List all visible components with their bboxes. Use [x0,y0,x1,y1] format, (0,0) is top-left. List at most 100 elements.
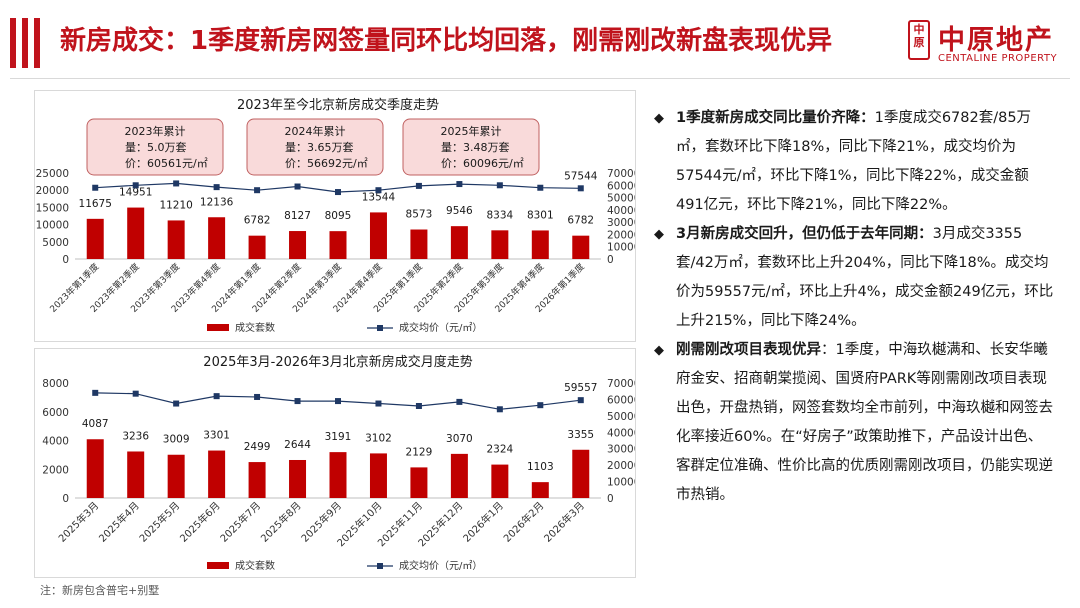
annotation-box [402,118,540,176]
bar [289,459,307,498]
bar-data-label: 2499 [244,441,271,453]
footnote: 注：新房包含普宅+别墅 [40,584,160,597]
price-point [254,393,261,400]
price-point [132,182,139,189]
bar [86,439,104,498]
bar-data-label: 12136 [200,196,234,208]
y-axis-right-tick-label: 70000 [607,168,635,180]
price-data-label: 59557 [564,382,597,394]
price-point [173,180,180,187]
bullet-heading: 刚需刚改项目表现优异 [676,342,821,358]
commentary: ◆ 1季度新房成交同比量价齐降：1季度成交6782套/85万㎡，套数环比下降18%… [654,104,1054,510]
bullet-text: 1季度成交6782套/85万㎡，套数环比下降18%，同比下降21%，成交均价为5… [676,110,1032,213]
annotation-volume: 量：3.48万套 [441,141,510,154]
price-point [335,398,341,405]
y-axis-left-tick-label: 4000 [42,436,69,448]
legend-label: 成交均价（元/㎡） [399,559,482,572]
annotation-box [246,118,384,176]
price-point [132,390,139,397]
x-axis-tick-label: 2025年9月 [298,499,344,545]
bullet-text: ：1季度，中海玖樾满和、长安华曦府金安、招商朝棠揽阅、国贤府PARK等刚需刚改项… [676,342,1053,503]
bar-data-label: 3009 [163,434,190,446]
bar [289,231,307,259]
bar-data-label: 8573 [406,209,433,221]
bar-data-label: 3355 [567,429,594,441]
y-axis-right-tick-label: 30000 [607,444,635,456]
price-point [92,389,99,396]
legend-label: 成交均价（元/㎡） [399,321,482,334]
diamond-bullet-icon: ◆ [654,227,664,242]
legend-bar-swatch [207,324,229,331]
legend-line-marker [377,563,383,569]
price-point [213,393,220,400]
bar [329,231,347,259]
header-divider [10,78,1070,79]
bar [491,464,509,498]
bar-data-label: 8127 [284,210,311,222]
annotation-title: 2024年累计 [285,124,346,138]
y-axis-left-tick-label: 0 [62,493,69,505]
y-axis-right-tick-label: 0 [607,254,614,266]
bar-data-label: 2324 [486,444,513,456]
bar-data-label: 4087 [82,418,109,430]
x-axis-tick-label: 2026年1月 [460,499,506,545]
price-point [537,402,544,409]
annotation-title: 2025年累计 [441,124,502,138]
diamond-bullet-icon: ◆ [654,111,664,126]
page-title: 新房成交：1季度新房网签量同环比均回落，刚需刚改新盘表现优异 [60,26,833,56]
legend-bar-swatch [207,562,229,569]
chart-panel-quarterly: 2023年至今北京新房成交季度走势 0 5000 10000 15000 20000 250… [34,90,640,342]
price-point [294,183,301,190]
y-axis-right-tick-label: 40000 [607,205,635,217]
annotation-volume: 量：5.0万套 [125,141,187,154]
price-point [375,400,382,407]
y-axis-left-tick-label: 8000 [42,378,69,390]
chart-panel-monthly: 2025年3月-2026年3月北京新房成交月度走势 0 2000 4000 6000 80… [34,348,640,578]
price-point [294,398,301,405]
bar-data-label: 3191 [325,431,352,443]
y-axis-left-tick-label: 2000 [42,464,69,476]
chart-title: 2023年至今北京新房成交季度走势 [237,97,439,113]
bar-data-label: 2644 [284,439,311,451]
price-point [496,182,503,189]
bar [450,226,468,259]
price-point [213,184,220,191]
bar-data-label: 8301 [527,209,554,221]
x-axis-tick-label: 2025年4月 [96,499,142,545]
logo-text-en: CENTALINE PROPERTY [938,53,1058,64]
annotation-volume: 量：3.65万套 [285,141,354,154]
y-axis-right-tick-label: 20000 [607,229,635,241]
annotation-title: 2023年累计 [125,124,186,138]
bar-data-label: 13544 [362,191,396,203]
bar-data-label: 14951 [119,187,152,199]
bullet-heading: 3月新房成交回升，但仍低于去年同期： [676,226,933,242]
bar [369,453,387,498]
x-axis-tick-label: 2025年6月 [177,499,223,545]
price-point [537,184,544,191]
price-point [375,187,382,194]
bar-data-label: 11675 [79,198,112,210]
bar-data-label: 3102 [365,432,392,444]
bar [248,462,266,498]
y-axis-left-tick-label: 0 [62,254,69,266]
bar-data-label: 6782 [244,215,271,227]
annotation-price: 价：60096元/㎡ [441,157,524,170]
y-axis-left-tick-label: 10000 [36,220,69,232]
bar-data-label: 6782 [567,215,594,227]
bar-data-label: 3301 [203,430,230,442]
bullet-item: ◆ 3月新房成交回升，但仍低于去年同期：3月成交3355套/42万㎡，套数环比上升… [654,220,1054,336]
bar [329,452,347,498]
legend-label: 成交套数 [235,321,275,334]
bar [572,449,590,498]
diamond-bullet-icon: ◆ [654,343,664,358]
bar [86,218,104,259]
price-point [577,397,584,404]
chart-title: 2025年3月-2026年3月北京新房成交月度走势 [203,354,472,370]
logo-mark-icon: 中原 [908,20,930,60]
bar-data-label: 9546 [446,205,473,217]
annotation-box [86,118,224,176]
x-axis-tick-label: 2025年5月 [136,499,182,545]
y-axis-left-tick-label: 25000 [36,168,69,180]
annotation-price: 价：56692元/㎡ [285,157,368,170]
